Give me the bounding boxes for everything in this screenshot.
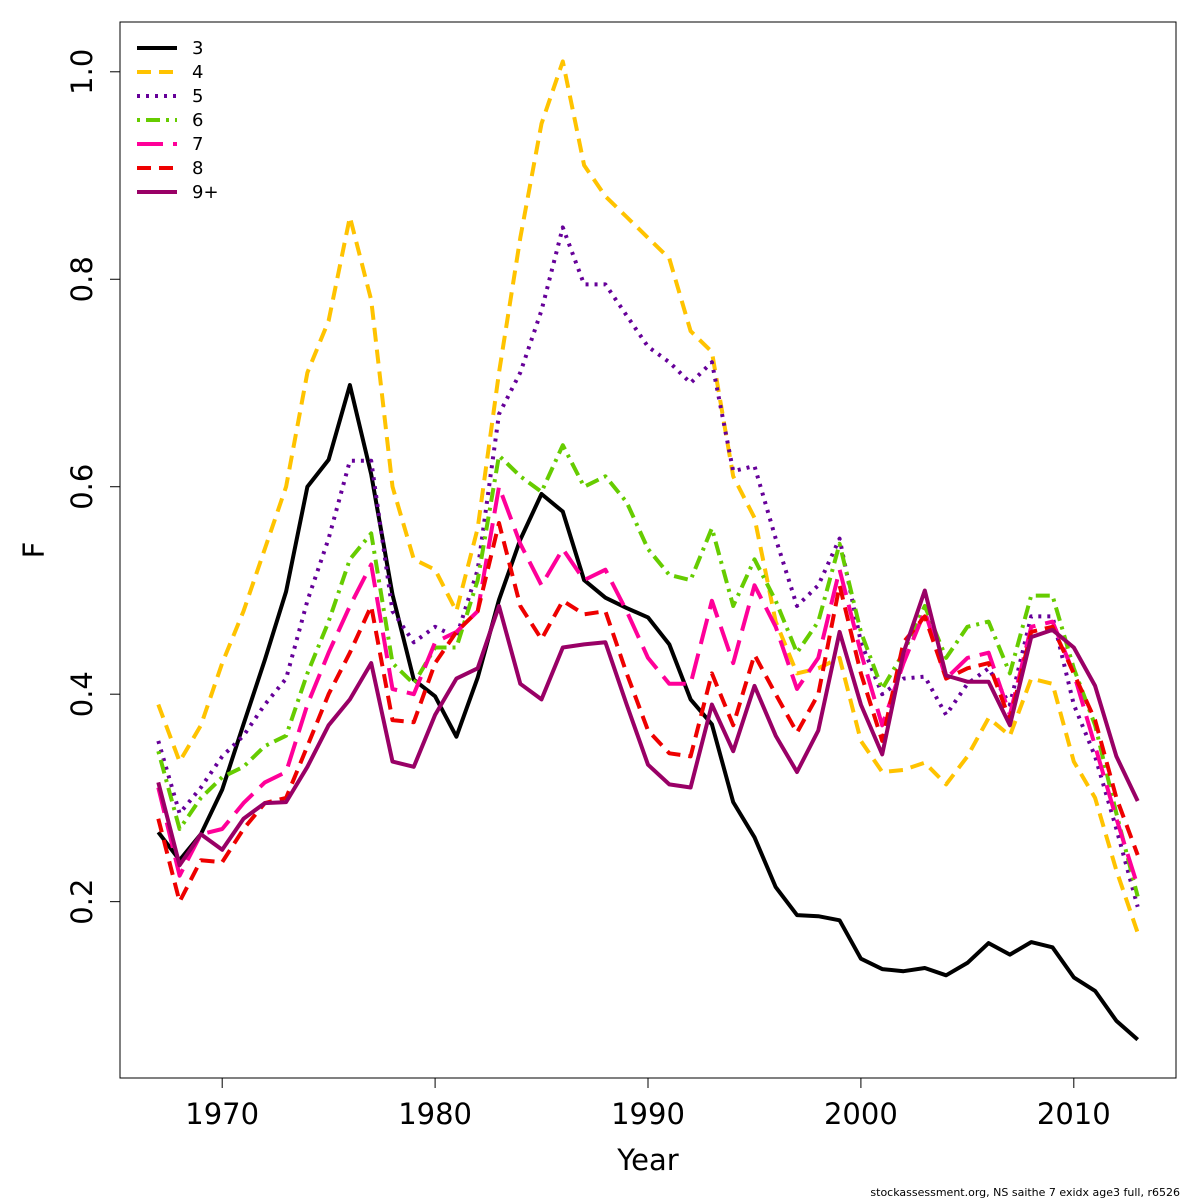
y-tick-label: 1.0 [65,49,99,95]
legend-label: 9+ [192,182,219,203]
x-tick-label: 1970 [185,1097,259,1131]
y-axis-label: F [17,542,51,559]
series-line [156,225,1140,908]
y-tick-label: 0.4 [65,671,99,717]
legend-label: 7 [192,134,203,155]
x-tick-label: 1980 [398,1097,472,1131]
series-line [156,383,1140,1042]
legend-label: 8 [192,158,203,179]
series-line [156,521,1140,904]
y-tick-label: 0.6 [65,464,99,510]
x-tick-label: 2000 [824,1097,898,1131]
legend-label: 4 [192,62,203,83]
legend-label: 3 [192,38,203,59]
footnote: stockassessment.org, NS saithe 7 exidx a… [870,1186,1180,1199]
series-line [156,59,1140,934]
y-tick-label: 0.8 [65,256,99,302]
legend-label: 6 [192,110,203,131]
series-line [156,443,1140,897]
x-tick-label: 2010 [1037,1097,1111,1131]
y-tick-label: 0.2 [65,879,99,925]
legend-label: 5 [192,86,203,107]
series-line [156,588,1140,868]
series-line [156,484,1140,887]
x-axis-label: Year [616,1143,678,1177]
x-tick-label: 1990 [611,1097,685,1131]
